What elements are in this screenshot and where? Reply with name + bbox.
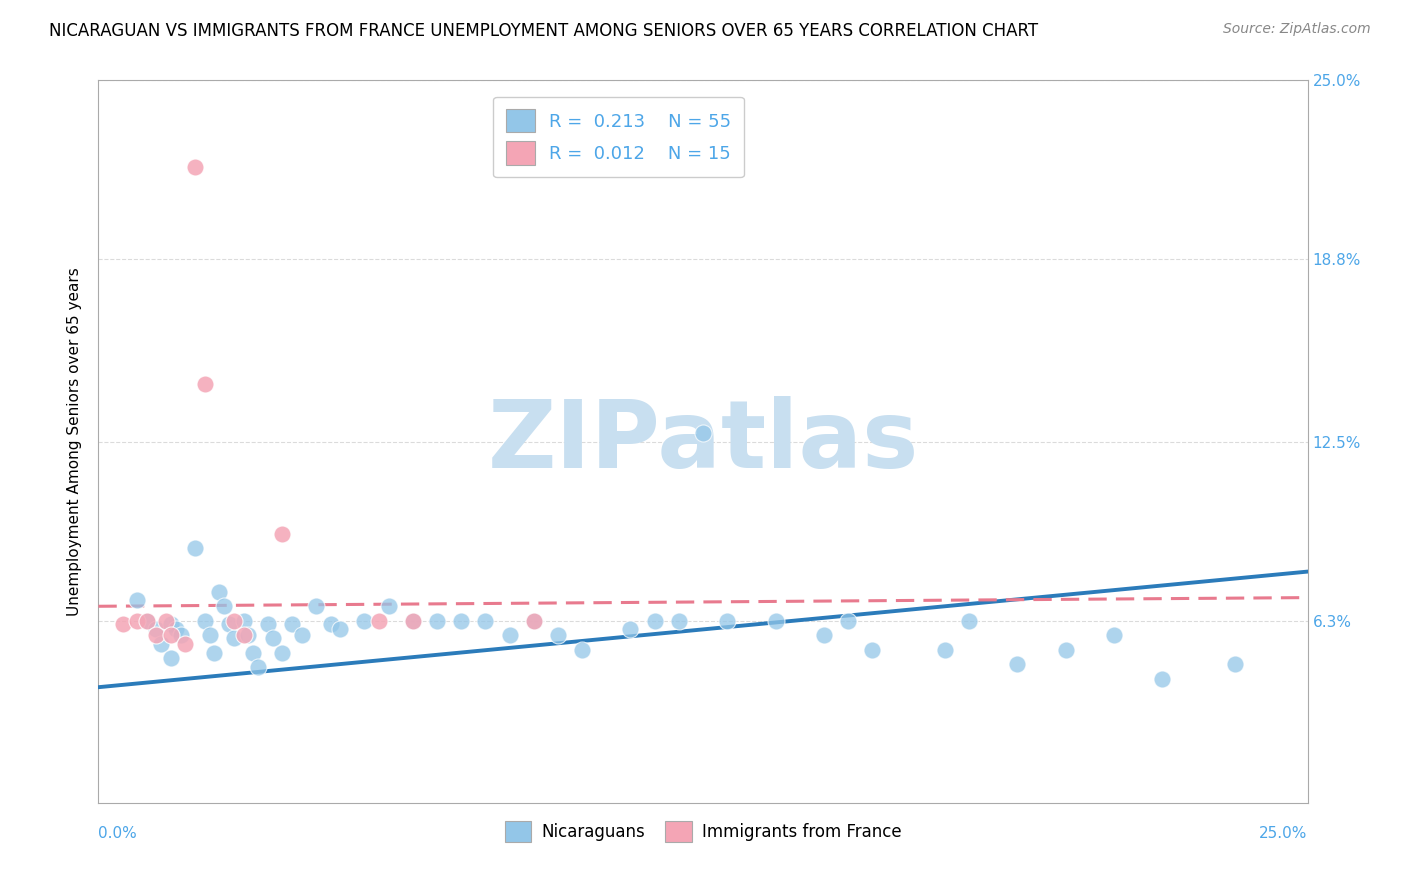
- Point: [860, 642, 883, 657]
- Point: [242, 646, 264, 660]
- Text: NICARAGUAN VS IMMIGRANTS FROM FRANCE UNEMPLOYMENT AMONG SENIORS OVER 65 YEARS CO: NICARAGUAN VS IMMIGRANTS FROM FRANCE UNE…: [49, 22, 1039, 40]
- Point: [160, 651, 183, 665]
- Point: [271, 527, 294, 541]
- Point: [353, 614, 375, 628]
- Point: [145, 623, 167, 637]
- Point: [368, 614, 391, 628]
- Point: [290, 628, 312, 642]
- Point: [1102, 628, 1125, 642]
- Point: [619, 623, 641, 637]
- Point: [319, 616, 342, 631]
- Point: [256, 616, 278, 631]
- Point: [204, 646, 226, 660]
- Point: [957, 614, 980, 628]
- Point: [222, 631, 245, 645]
- Point: [837, 614, 859, 628]
- Point: [238, 628, 260, 642]
- Point: [111, 616, 134, 631]
- Point: [765, 614, 787, 628]
- Point: [135, 614, 157, 628]
- Point: [232, 628, 254, 642]
- Point: [212, 599, 235, 614]
- Point: [571, 642, 593, 657]
- Text: 0.0%: 0.0%: [98, 826, 138, 841]
- Point: [198, 628, 221, 642]
- Point: [160, 616, 183, 631]
- Text: Source: ZipAtlas.com: Source: ZipAtlas.com: [1223, 22, 1371, 37]
- Text: 25.0%: 25.0%: [1260, 826, 1308, 841]
- Point: [218, 616, 240, 631]
- Y-axis label: Unemployment Among Seniors over 65 years: Unemployment Among Seniors over 65 years: [67, 268, 83, 615]
- Point: [402, 614, 425, 628]
- Point: [450, 614, 472, 628]
- Point: [523, 614, 546, 628]
- Point: [194, 614, 217, 628]
- Point: [716, 614, 738, 628]
- Point: [692, 425, 714, 440]
- Point: [1152, 672, 1174, 686]
- Point: [1007, 657, 1029, 671]
- Point: [222, 614, 245, 628]
- Point: [329, 623, 352, 637]
- Point: [247, 660, 270, 674]
- Point: [474, 614, 496, 628]
- Point: [150, 637, 173, 651]
- Point: [813, 628, 835, 642]
- Point: [160, 628, 183, 642]
- Point: [281, 616, 304, 631]
- Point: [934, 642, 956, 657]
- Point: [135, 614, 157, 628]
- Point: [155, 614, 177, 628]
- Point: [1223, 657, 1246, 671]
- Point: [426, 614, 449, 628]
- Point: [498, 628, 520, 642]
- Point: [184, 160, 207, 174]
- Point: [208, 584, 231, 599]
- Point: [402, 614, 425, 628]
- Point: [232, 614, 254, 628]
- Point: [174, 637, 197, 651]
- Point: [165, 623, 187, 637]
- Point: [305, 599, 328, 614]
- Point: [145, 628, 167, 642]
- Point: [127, 614, 149, 628]
- Point: [644, 614, 666, 628]
- Point: [547, 628, 569, 642]
- Point: [1054, 642, 1077, 657]
- Point: [169, 628, 191, 642]
- Point: [262, 631, 284, 645]
- Point: [377, 599, 399, 614]
- Text: ZIPatlas: ZIPatlas: [488, 395, 918, 488]
- Point: [523, 614, 546, 628]
- Point: [184, 541, 207, 556]
- Point: [194, 376, 217, 391]
- Point: [271, 646, 294, 660]
- Point: [127, 593, 149, 607]
- Legend: Nicaraguans, Immigrants from France: Nicaraguans, Immigrants from France: [498, 814, 908, 848]
- Point: [668, 614, 690, 628]
